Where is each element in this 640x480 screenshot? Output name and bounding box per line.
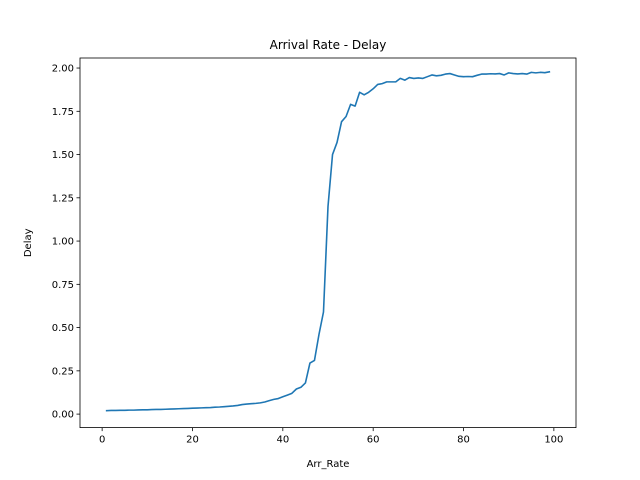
chart-title: Arrival Rate - Delay	[270, 38, 387, 52]
y-tick-label: 1.00	[52, 237, 74, 248]
plot-frame	[79, 57, 577, 429]
y-axis-label: Delay	[23, 228, 34, 257]
series-line	[105, 70, 551, 412]
y-tick-label: 2.00	[52, 64, 74, 75]
y-tick-label: 0.50	[52, 323, 74, 334]
x-tick-label: 60	[367, 435, 380, 446]
y-tick-label: 1.25	[52, 193, 74, 204]
plot-background	[80, 58, 576, 428]
x-axis-ticks: 0 20 40 60 80 100	[99, 427, 563, 446]
y-tick-label: 0.75	[52, 280, 74, 291]
y-tick-label: 1.50	[52, 150, 74, 161]
y-tick-label: 0.00	[52, 410, 74, 421]
x-tick-label: 20	[186, 435, 199, 446]
y-axis-ticks: 0.00 0.25 0.50 0.75 1.00 1.25 1.50 1.75 2.00	[52, 64, 80, 421]
y-tick-label: 1.75	[52, 107, 74, 118]
series-layer	[105, 70, 551, 412]
y-tick-label: 0.25	[52, 366, 74, 377]
x-tick-label: 100	[544, 435, 563, 446]
x-tick-label: 0	[99, 435, 105, 446]
x-tick-label: 80	[457, 435, 470, 446]
x-axis-label: Arr_Rate	[307, 459, 350, 470]
x-tick-label: 40	[276, 435, 289, 446]
